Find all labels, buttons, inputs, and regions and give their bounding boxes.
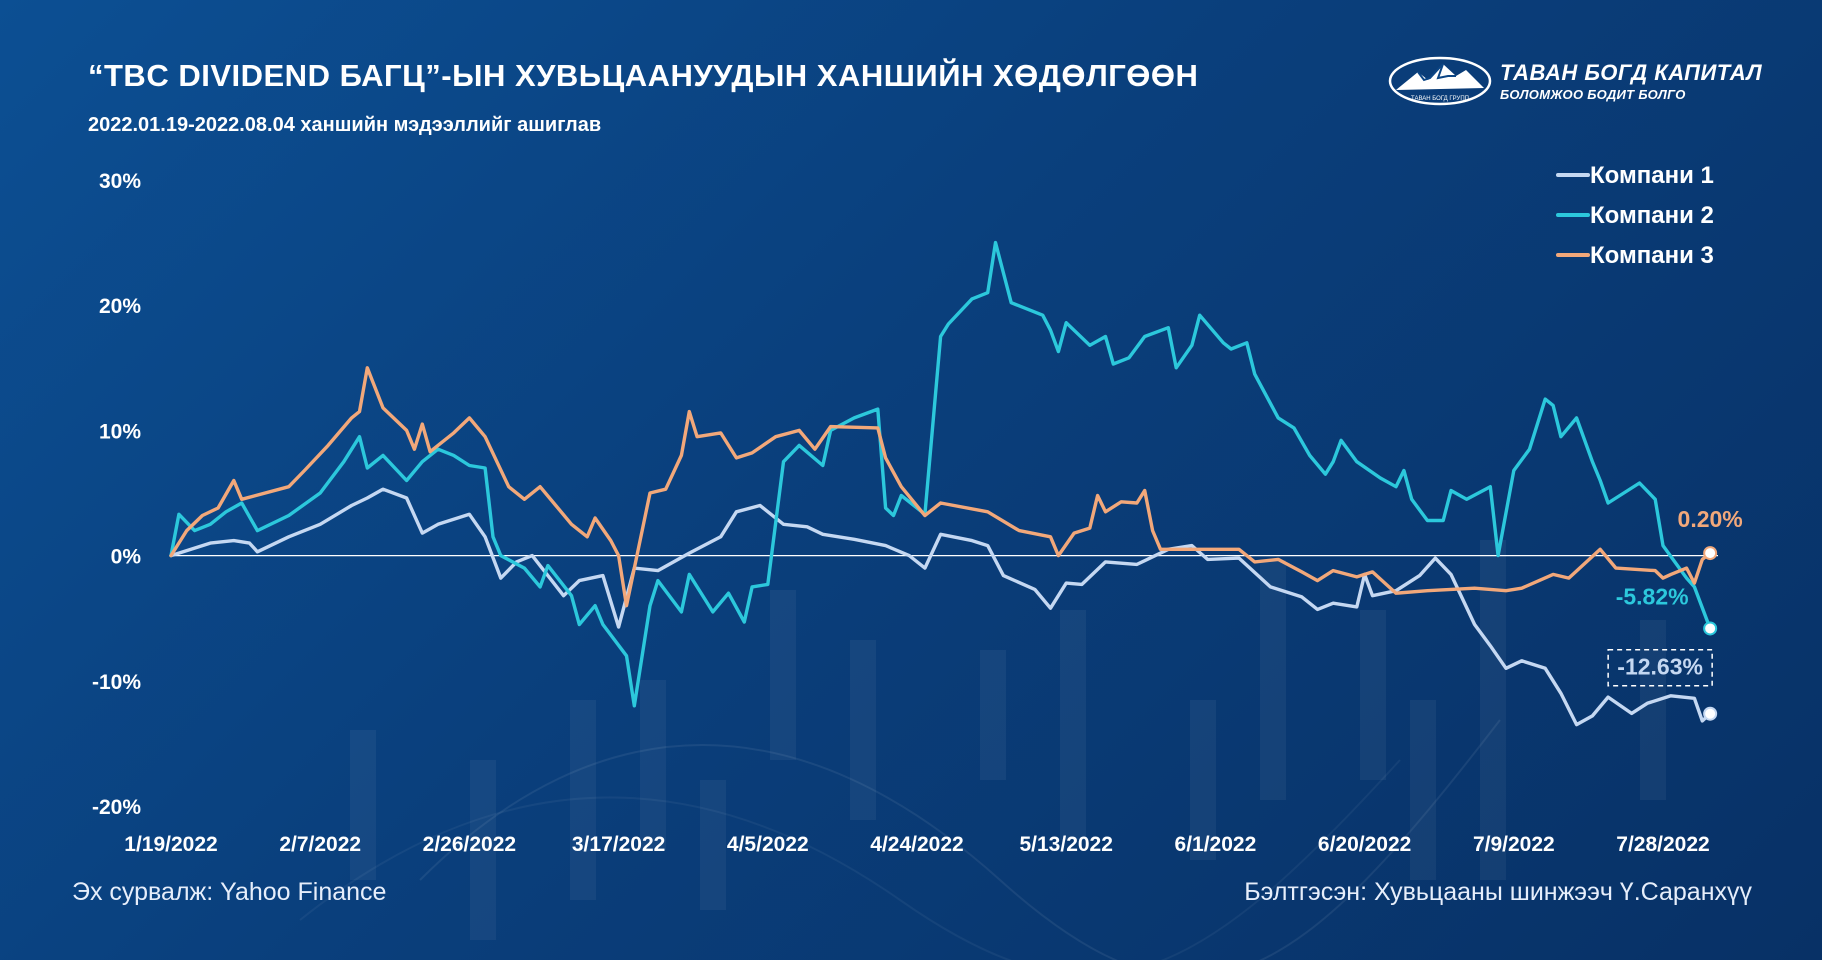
end-marker-1 <box>1703 706 1718 721</box>
y-axis: 30% 20% 10% 0% -10% -20% <box>92 170 141 819</box>
logo-emblem-text: ТАВАН БОГД ГРУПП <box>1411 96 1469 102</box>
deco-wave <box>299 759 1401 960</box>
deco-candle <box>1190 700 1216 860</box>
deco-candle <box>1060 610 1086 840</box>
deco-wave <box>419 719 1501 960</box>
series-line-3 <box>169 366 1712 608</box>
series-line-2 <box>169 240 1712 708</box>
legend: Компани 1 Компани 2 Компани 3 <box>1556 162 1714 269</box>
legend-label: Компани 3 <box>1590 242 1714 269</box>
x-tick-label: 1/19/2022 <box>124 833 217 856</box>
deco-candle <box>1480 540 1506 880</box>
y-tick-label: -10% <box>92 671 141 694</box>
deco-candle <box>570 700 596 900</box>
deco-candle <box>470 760 496 940</box>
x-tick-label: 6/1/2022 <box>1175 833 1257 856</box>
deco-candle <box>1410 700 1436 880</box>
y-tick-label: 30% <box>99 170 141 193</box>
series-lines <box>169 240 1712 727</box>
end-markers: -12.63% -5.82% 0.20% <box>1607 506 1743 721</box>
x-tick-label: 2/7/2022 <box>279 833 361 856</box>
end-marker-2 <box>1703 621 1718 636</box>
chart-subtitle: 2022.01.19-2022.08.04 ханшийн мэдээллийг… <box>88 114 602 136</box>
background-decoration <box>299 540 1666 960</box>
y-tick-label: 10% <box>99 420 141 443</box>
mountain-logo-icon: ТАВАН БОГД ГРУПП <box>1388 56 1492 106</box>
source-note: Эх сурвалж: Yahoo Finance <box>72 878 387 906</box>
end-label-2: -5.82% <box>1616 583 1689 609</box>
end-label-1: -12.63% <box>1617 654 1703 680</box>
logo-name: ТАВАН БОГД КАПИТАЛ <box>1500 60 1763 85</box>
logo-tagline: БОЛОМЖОО БОДИТ БОЛГО <box>1500 87 1686 102</box>
end-marker-3 <box>1703 546 1718 561</box>
deco-candle <box>700 780 726 910</box>
x-tick-label: 4/24/2022 <box>870 833 963 856</box>
x-tick-label: 3/17/2022 <box>572 833 665 856</box>
deco-candle <box>980 650 1006 780</box>
deco-candle <box>1260 560 1286 800</box>
x-tick-label: 2/26/2022 <box>423 833 516 856</box>
company-logo: ТАВАН БОГД ГРУПП ТАВАН БОГД КАПИТАЛ БОЛО… <box>1388 56 1762 106</box>
deco-candle <box>1640 620 1666 800</box>
series-line-1 <box>169 487 1712 727</box>
x-tick-label: 5/13/2022 <box>1019 833 1112 856</box>
chart-title: “TBC DIVIDEND БАГЦ”-ЫН ХУВЬЦААНУУДЫН ХАН… <box>88 58 1199 93</box>
author-note: Бэлтгэсэн: Хувьцааны шинжээч Ү.Саранхүү <box>1244 878 1752 906</box>
end-label-3: 0.20% <box>1678 506 1743 532</box>
end-label-box <box>1607 648 1713 687</box>
x-tick-label: 6/20/2022 <box>1318 833 1411 856</box>
x-tick-label: 7/28/2022 <box>1616 833 1709 856</box>
y-tick-label: 0% <box>111 546 142 569</box>
x-axis: 1/19/2022 2/7/2022 2/26/2022 3/17/2022 4/5/2… <box>124 833 1709 856</box>
x-tick-label: 7/9/2022 <box>1473 833 1555 856</box>
deco-candle <box>640 680 666 850</box>
deco-candle <box>350 730 376 880</box>
legend-label: Компани 1 <box>1590 162 1714 189</box>
x-tick-label: 4/5/2022 <box>727 833 809 856</box>
legend-label: Компани 2 <box>1590 202 1714 229</box>
deco-candle <box>770 590 796 760</box>
deco-candle <box>1360 610 1386 780</box>
y-tick-label: -20% <box>92 796 141 819</box>
y-tick-label: 20% <box>99 295 141 318</box>
deco-candle <box>850 640 876 820</box>
